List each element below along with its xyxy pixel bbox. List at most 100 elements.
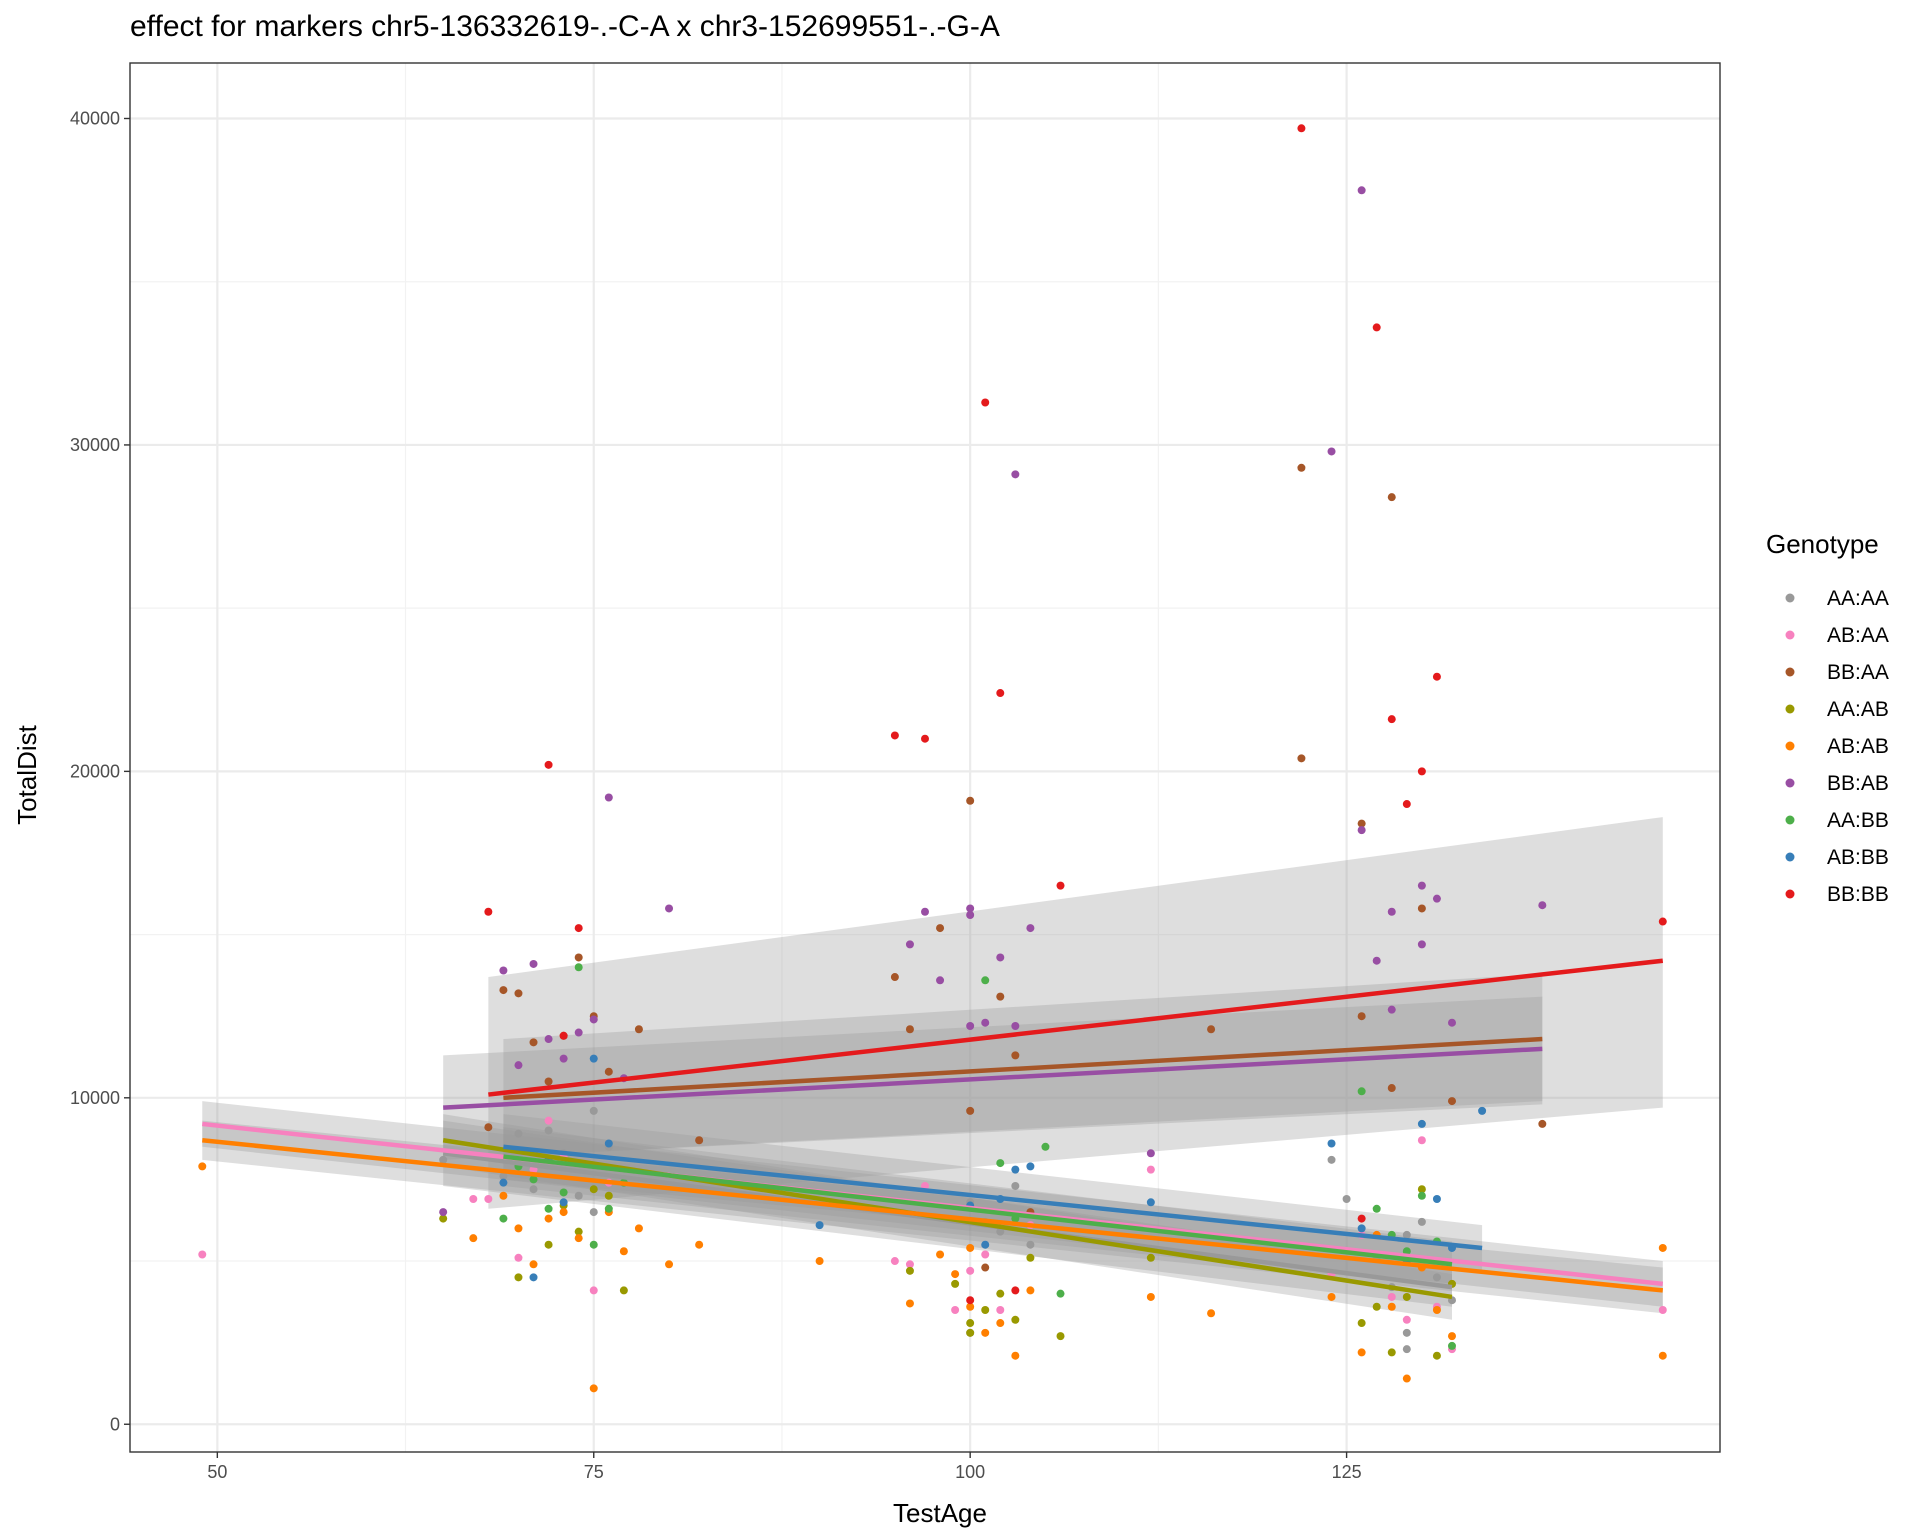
data-point <box>574 1234 583 1243</box>
data-point <box>1538 1119 1547 1128</box>
data-point <box>1207 1025 1216 1034</box>
data-point <box>1357 1224 1366 1233</box>
data-point <box>1372 323 1381 332</box>
y-tick-label: 0 <box>110 1414 120 1434</box>
data-point <box>1417 1119 1426 1128</box>
data-point <box>966 1243 975 1252</box>
data-point <box>1327 1139 1336 1148</box>
legend-key <box>1785 852 1795 862</box>
data-point <box>966 1328 975 1337</box>
legend-key <box>1785 630 1795 640</box>
y-tick-label: 30000 <box>70 435 120 455</box>
data-point <box>981 398 990 407</box>
data-point <box>499 1214 508 1223</box>
data-point <box>484 1123 493 1132</box>
data-point <box>1357 1012 1366 1021</box>
data-point <box>1658 1305 1667 1314</box>
data-point <box>1538 901 1547 910</box>
data-point <box>1026 1162 1035 1171</box>
data-point <box>198 1250 207 1259</box>
data-point <box>514 989 523 998</box>
legend-key <box>1785 815 1795 825</box>
data-point <box>1402 1374 1411 1383</box>
data-point <box>1387 493 1396 502</box>
data-point <box>1357 819 1366 828</box>
data-point <box>1402 1328 1411 1337</box>
data-point <box>981 976 990 985</box>
data-point <box>1146 1198 1155 1207</box>
legend-key <box>1785 889 1795 899</box>
data-point <box>996 689 1005 698</box>
data-point <box>1146 1149 1155 1158</box>
legend-label: AB:AA <box>1827 624 1889 647</box>
data-point <box>1297 754 1306 763</box>
data-point <box>936 976 945 985</box>
data-point <box>604 1067 613 1076</box>
data-point <box>1387 907 1396 916</box>
data-point <box>634 1224 643 1233</box>
data-point <box>589 1208 598 1217</box>
confidence-band <box>503 1114 1483 1271</box>
fit-line <box>503 1144 1483 1251</box>
grid-layer <box>130 63 1720 1452</box>
legend-key <box>1785 778 1795 788</box>
data-point <box>1026 1286 1035 1295</box>
legend-label: BB:AA <box>1827 661 1889 684</box>
data-point <box>966 904 975 913</box>
data-point <box>604 793 613 802</box>
data-point <box>1432 894 1441 903</box>
data-point <box>1387 1348 1396 1357</box>
data-point <box>589 1054 598 1063</box>
data-point <box>921 734 929 743</box>
data-point <box>890 973 899 982</box>
confidence-band <box>488 817 1663 1209</box>
data-point <box>469 1234 478 1243</box>
data-point <box>1402 1230 1411 1239</box>
data-point <box>499 1191 508 1200</box>
legend: Genotype AA:AA AB:AA BB:AA AA:AB AB:AB BB:AB A… <box>1766 529 1889 906</box>
data-point <box>1417 767 1426 776</box>
data-point <box>1447 1018 1456 1027</box>
y-tick-label: 40000 <box>70 108 120 128</box>
data-point <box>499 986 508 995</box>
data-point <box>499 1172 508 1181</box>
data-point <box>1402 1315 1411 1324</box>
data-point <box>1372 1204 1381 1213</box>
data-point <box>1478 1106 1487 1115</box>
data-point <box>1417 940 1426 949</box>
data-point <box>1432 1305 1441 1314</box>
data-point <box>529 1175 538 1184</box>
point-layer <box>198 124 1667 1393</box>
data-point <box>1327 1292 1336 1301</box>
x-tick-label: 50 <box>207 1462 227 1482</box>
data-point <box>1387 1292 1396 1301</box>
y-axis-title: TotalDist <box>12 724 42 824</box>
data-point <box>499 966 508 975</box>
data-point <box>905 1266 914 1275</box>
data-point <box>1327 1155 1336 1164</box>
data-point <box>1417 904 1426 913</box>
data-point <box>574 963 583 972</box>
data-point <box>1387 1005 1396 1014</box>
data-point <box>1026 924 1035 933</box>
data-point <box>544 1077 553 1086</box>
data-point <box>439 1208 448 1217</box>
legend-key <box>1785 704 1795 714</box>
data-point <box>469 1195 478 1204</box>
data-point <box>981 1263 990 1272</box>
data-point <box>1658 1243 1667 1252</box>
axis-layer: 50 75 100 125 0 10000 20000 30000 40000 <box>70 62 1721 1482</box>
data-point <box>574 1227 583 1236</box>
data-point <box>514 1253 523 1262</box>
data-point <box>905 940 914 949</box>
data-point <box>966 1302 975 1311</box>
data-point <box>529 1038 538 1047</box>
data-point <box>996 1159 1005 1168</box>
data-point <box>439 1155 448 1164</box>
legend-label: BB:BB <box>1827 883 1889 906</box>
data-point <box>921 907 929 916</box>
data-point <box>589 1240 598 1249</box>
data-point <box>514 1129 523 1138</box>
data-point <box>1357 1319 1366 1328</box>
data-point <box>695 1240 704 1249</box>
